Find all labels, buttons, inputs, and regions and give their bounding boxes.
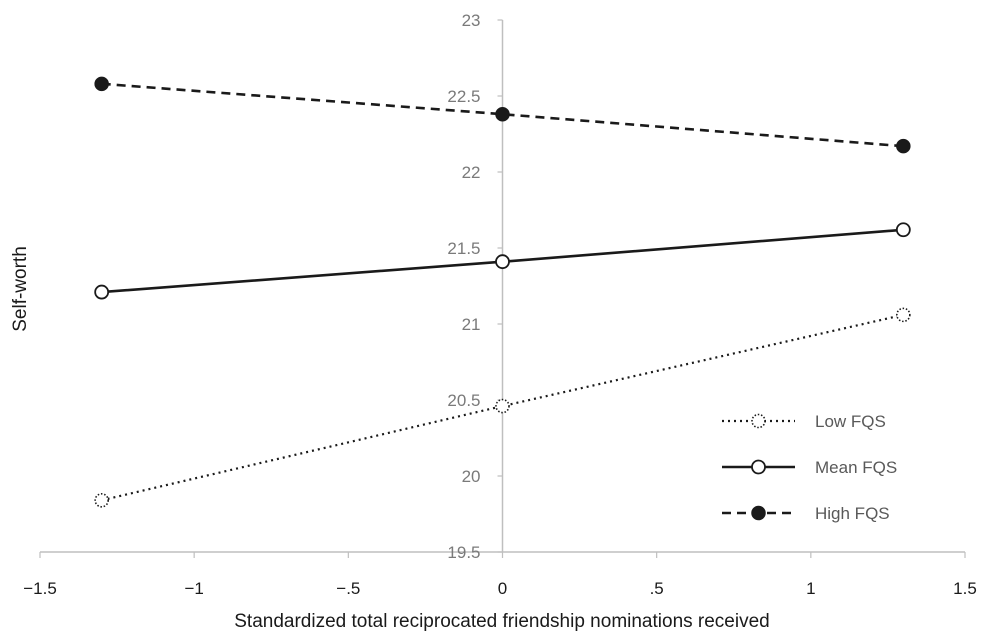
legend-label: Mean FQS — [815, 458, 897, 477]
data-point-low-fqs — [896, 307, 911, 323]
y-tick-label: 22.5 — [447, 87, 480, 106]
x-axis-title: Standardized total reciprocated friendsh… — [234, 611, 769, 632]
series-line-low-fqs — [101, 313, 904, 502]
y-tick-label: 21 — [462, 315, 481, 334]
data-point-mean-fqs — [94, 284, 110, 300]
series-low-fqs — [94, 307, 911, 508]
legend: Low FQS Mean FQS High FQS — [722, 412, 897, 523]
data-point-high-fqs — [94, 76, 109, 92]
x-tick-label: −1 — [184, 579, 203, 598]
data-point-mean-fqs — [895, 222, 911, 238]
data-point-high-fqs — [495, 106, 510, 122]
axes: 19.5 20 20.5 21 21.5 22 22.5 23 −1.5 −1 −.5 0 .5 1 1.5 — [23, 11, 977, 598]
legend-item-mean-fqs: Mean FQS — [722, 458, 897, 477]
data-point-mean-fqs — [495, 254, 510, 270]
x-tick-label: −.5 — [336, 579, 360, 598]
data-point-low-fqs — [94, 493, 109, 508]
data-point-low-fqs — [495, 398, 510, 414]
legend-label: Low FQS — [815, 412, 886, 431]
legend-swatch-marker — [751, 459, 766, 475]
legend-swatch-marker — [751, 505, 766, 521]
legend-item-high-fqs: High FQS — [722, 504, 890, 523]
x-tick-label: 1 — [806, 579, 815, 598]
x-tick-label: 0 — [498, 579, 507, 598]
y-tick-label: 20.5 — [447, 391, 480, 410]
x-tick-label: .5 — [650, 579, 664, 598]
data-point-high-fqs — [896, 138, 911, 154]
series-layer — [94, 76, 911, 508]
y-tick-label: 21.5 — [447, 239, 480, 258]
y-tick-label: 19.5 — [447, 543, 480, 562]
series-high-fqs — [94, 76, 911, 154]
series-mean-fqs — [94, 222, 911, 300]
y-tick-label: 22 — [462, 163, 481, 182]
x-tick-label: −1.5 — [23, 579, 57, 598]
legend-label: High FQS — [815, 504, 890, 523]
y-tick-label: 23 — [462, 11, 481, 30]
x-tick-label: 1.5 — [953, 579, 977, 598]
legend-swatch-marker — [751, 413, 766, 429]
y-axis-title: Self-worth — [10, 246, 31, 332]
y-tick-label: 20 — [462, 467, 481, 486]
legend-item-low-fqs: Low FQS — [722, 412, 886, 431]
